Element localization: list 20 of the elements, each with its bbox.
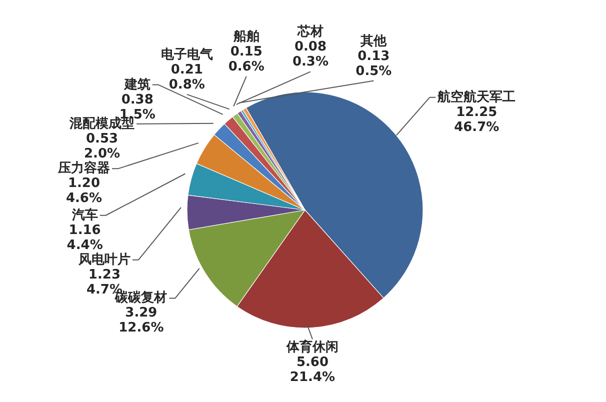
data-label: 0.21 0.8% [168,62,205,92]
data-label: 12.25 46.7% [454,104,500,135]
data-label: 0.08 0.3% [292,40,329,70]
slice-label: 电子电气 [160,47,213,62]
data-label: 1.16 4.4% [66,222,103,253]
data-label: 3.29 12.6% [118,306,164,336]
data-label: 1.20 4.6% [66,176,102,206]
slice-label: 船舶 [232,29,260,44]
slice-label: 压力容器 [56,160,110,176]
data-label: 0.15 0.6% [228,44,264,74]
slice-label: 体育休闲 [285,339,338,356]
slice-label: 其他 [360,34,388,49]
slice-label: 航空航天军工 [436,88,516,105]
data-label: 0.13 0.5% [356,48,392,79]
slice-label: 汽车 [70,206,98,223]
slice-label: 建筑 [123,77,150,92]
data-label: 0.53 2.0% [84,131,120,162]
slice-label: 风电叶片 [77,252,130,268]
slice-label: 芯材 [296,24,324,40]
data-label: 5.60 21.4% [290,355,336,386]
